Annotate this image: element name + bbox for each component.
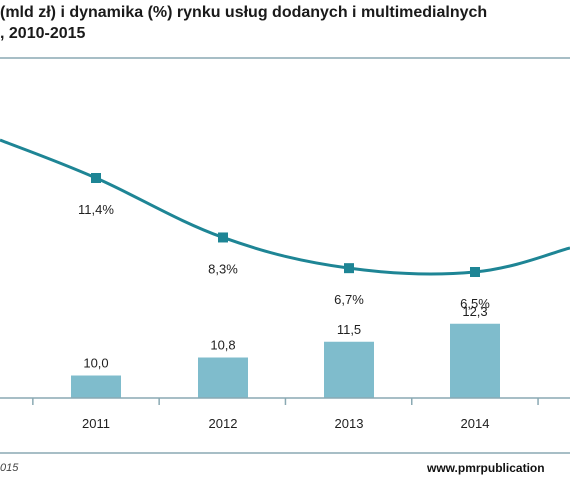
website-label: www.pmrpublication bbox=[427, 461, 545, 475]
bar-value-label-2011: 10,0 bbox=[83, 356, 108, 371]
source-note: 015 bbox=[0, 462, 19, 474]
bar-2014 bbox=[450, 323, 500, 398]
x-tick-label-2012: 2012 bbox=[209, 416, 238, 431]
bar-value-label-2014: 12,3 bbox=[462, 304, 487, 319]
chart-title-line-2: , 2010-2015 bbox=[0, 25, 86, 42]
bar-2013 bbox=[324, 341, 374, 398]
line-value-label-2014: 6,5% bbox=[460, 296, 490, 311]
line-marker-2014 bbox=[470, 267, 480, 277]
line-value-label-2013: 6,7% bbox=[334, 292, 364, 307]
bar-2011 bbox=[71, 375, 121, 398]
line-marker-2013 bbox=[344, 263, 354, 274]
bar-value-label-2013: 11,5 bbox=[337, 322, 361, 337]
line-marker-2012 bbox=[218, 232, 228, 243]
bar-2012 bbox=[198, 357, 248, 398]
x-tick-label-2014: 2014 bbox=[461, 416, 490, 431]
line-value-label-2012: 8,3% bbox=[208, 261, 238, 276]
chart-title: (mld zł) i dynamika (%) rynku usług doda… bbox=[0, 2, 570, 44]
x-tick-label-2013: 2013 bbox=[335, 416, 364, 431]
bar-value-label-2012: 10,8 bbox=[210, 338, 235, 353]
line-value-label-2011: 11,4% bbox=[78, 202, 114, 217]
x-tick-label-2011: 2011 bbox=[82, 416, 110, 431]
line-marker-2011 bbox=[91, 173, 101, 183]
chart-title-line-1: (mld zł) i dynamika (%) rynku usług doda… bbox=[0, 4, 488, 21]
